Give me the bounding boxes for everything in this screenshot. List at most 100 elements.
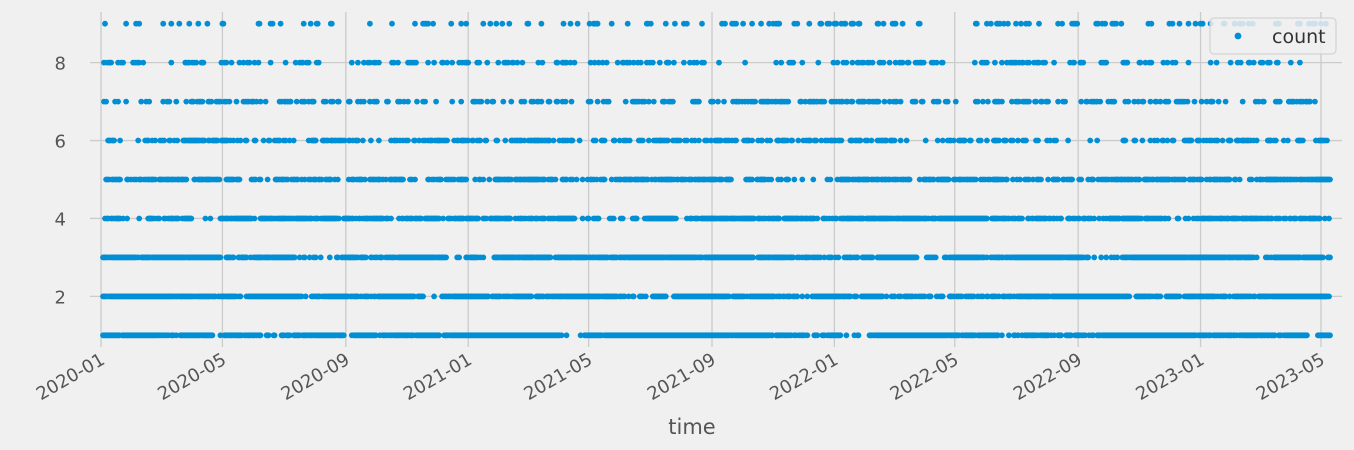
data-point: [1222, 98, 1229, 105]
data-point: [436, 332, 442, 339]
data-point: [411, 293, 417, 300]
data-point: [475, 215, 482, 222]
data-point: [1226, 176, 1233, 183]
data-point: [650, 98, 657, 105]
data-point: [1327, 332, 1333, 339]
data-point: [538, 98, 545, 105]
data-point: [1157, 98, 1164, 105]
data-point: [912, 98, 919, 105]
data-point: [759, 137, 765, 144]
data-point: [785, 98, 792, 105]
data-point: [980, 98, 986, 105]
data-point: [573, 176, 580, 183]
data-point: [111, 137, 117, 144]
data-point: [433, 98, 439, 105]
data-point: [967, 137, 974, 144]
data-point: [750, 254, 756, 261]
data-point: [208, 98, 215, 105]
data-point: [664, 137, 671, 144]
data-point: [883, 293, 890, 300]
data-point: [315, 59, 322, 66]
data-point: [569, 137, 576, 144]
data-point: [1198, 176, 1205, 183]
data-point: [721, 98, 727, 105]
data-point: [494, 137, 501, 144]
data-point: [1111, 98, 1118, 105]
data-point: [1248, 176, 1255, 183]
data-point: [897, 137, 904, 144]
data-point: [1090, 176, 1097, 183]
data-point: [868, 137, 875, 144]
data-point: [881, 98, 888, 105]
data-point: [610, 215, 617, 222]
data-point: [789, 137, 796, 144]
data-point: [985, 98, 991, 105]
data-point: [123, 98, 129, 105]
data-point: [935, 98, 942, 105]
data-point: [173, 98, 180, 105]
data-point: [1055, 98, 1061, 105]
data-point: [795, 137, 802, 144]
data-point: [821, 98, 828, 105]
data-point: [1219, 137, 1226, 144]
data-point: [400, 176, 406, 183]
data-point: [625, 293, 632, 300]
data-point: [804, 293, 811, 300]
data-point: [431, 293, 437, 300]
data-point: [854, 254, 861, 261]
data-point: [1091, 215, 1098, 222]
data-point: [642, 293, 649, 300]
data-point: [1103, 254, 1110, 261]
data-point: [1078, 176, 1085, 183]
data-point: [1085, 254, 1092, 261]
data-point: [939, 137, 946, 144]
data-point: [985, 293, 991, 300]
data-point: [1326, 215, 1332, 222]
data-point: [626, 137, 633, 144]
data-point: [226, 98, 233, 105]
data-point: [458, 98, 465, 105]
data-point: [266, 137, 273, 144]
data-point: [749, 137, 755, 144]
data-point: [1015, 137, 1021, 144]
data-point: [1017, 176, 1023, 183]
data-point: [633, 215, 640, 222]
data-point: [1006, 332, 1012, 339]
data-point: [1327, 176, 1333, 183]
data-point: [1026, 98, 1032, 105]
data-point: [1312, 98, 1318, 105]
data-point: [262, 98, 269, 105]
data-point: [188, 215, 195, 222]
data-point: [217, 332, 224, 339]
data-point: [209, 332, 216, 339]
data-point: [296, 254, 303, 261]
data-point: [944, 98, 951, 105]
data-point: [1175, 215, 1182, 222]
data-point: [1069, 176, 1075, 183]
data-point: [813, 137, 820, 144]
data-point: [317, 254, 324, 261]
data-point: [502, 137, 509, 144]
data-point: [360, 137, 366, 144]
data-point: [1271, 332, 1278, 339]
data-point: [1276, 98, 1283, 105]
data-point: [444, 137, 450, 144]
data-point: [996, 137, 1002, 144]
data-point: [1304, 332, 1310, 339]
data-point: [216, 176, 223, 183]
data-point: [1154, 137, 1161, 144]
data-point: [1326, 293, 1332, 300]
data-point: [251, 215, 258, 222]
data-point: [897, 98, 904, 105]
data-point: [287, 98, 294, 105]
data-point: [1058, 215, 1064, 222]
data-point: [999, 98, 1005, 105]
data-point: [1307, 98, 1313, 105]
data-point: [847, 293, 854, 300]
data-point: [1191, 98, 1198, 105]
data-point: [550, 137, 557, 144]
data-point: [243, 137, 250, 144]
data-point: [478, 98, 485, 105]
data-point: [1055, 176, 1061, 183]
